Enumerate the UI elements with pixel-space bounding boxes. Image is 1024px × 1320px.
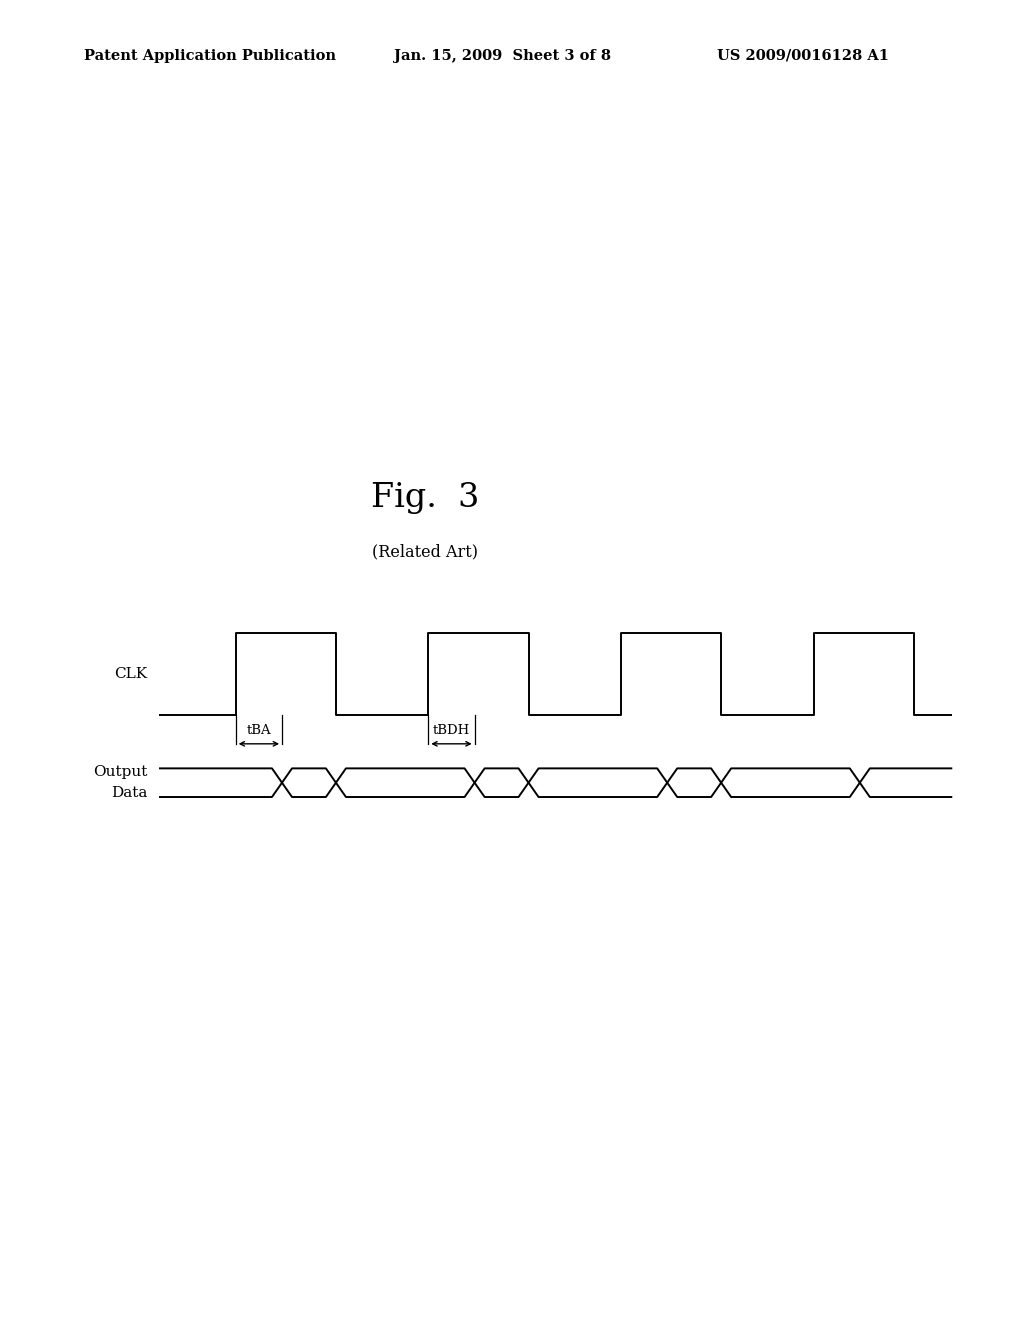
Text: Output: Output	[93, 766, 147, 779]
Text: Jan. 15, 2009  Sheet 3 of 8: Jan. 15, 2009 Sheet 3 of 8	[394, 49, 611, 63]
Text: (Related Art): (Related Art)	[372, 544, 478, 561]
Text: CLK: CLK	[114, 667, 147, 681]
Text: tBA: tBA	[247, 725, 271, 738]
Text: Fig.  3: Fig. 3	[371, 482, 479, 513]
Text: Data: Data	[111, 785, 147, 800]
Text: tBDH: tBDH	[433, 725, 470, 738]
Text: Patent Application Publication: Patent Application Publication	[84, 49, 336, 63]
Text: US 2009/0016128 A1: US 2009/0016128 A1	[717, 49, 889, 63]
